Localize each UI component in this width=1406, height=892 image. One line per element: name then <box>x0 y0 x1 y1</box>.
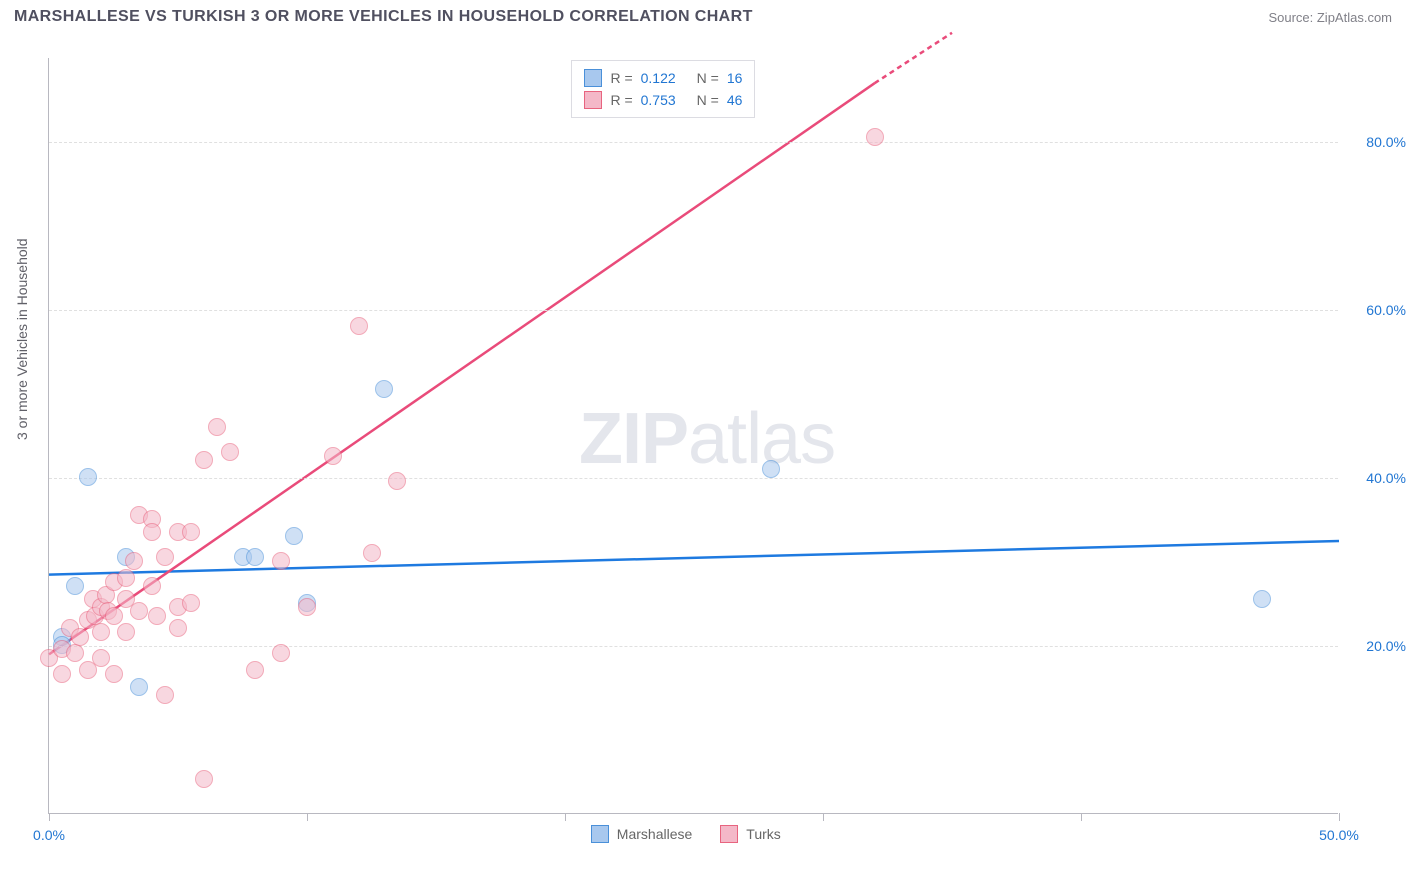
r-label: R = <box>610 67 632 89</box>
data-point <box>117 569 135 587</box>
data-point <box>324 447 342 465</box>
data-point <box>182 594 200 612</box>
x-tick <box>1081 813 1082 821</box>
data-point <box>143 577 161 595</box>
data-point <box>272 552 290 570</box>
data-point <box>156 686 174 704</box>
r-value: 0.753 <box>641 89 689 111</box>
data-point <box>195 770 213 788</box>
data-point <box>298 598 316 616</box>
series-label: Marshallese <box>617 826 692 842</box>
watermark: ZIPatlas <box>579 398 835 480</box>
r-label: R = <box>610 89 632 111</box>
data-point <box>66 644 84 662</box>
data-point <box>143 523 161 541</box>
y-axis-title: 3 or more Vehicles in Household <box>14 238 30 440</box>
r-value: 0.122 <box>641 67 689 89</box>
x-tick <box>823 813 824 821</box>
series-label: Turks <box>746 826 780 842</box>
trend-lines <box>49 58 1338 813</box>
data-point <box>1253 590 1271 608</box>
y-tick-label: 20.0% <box>1346 638 1406 654</box>
scatter-chart: ZIPatlas 20.0%40.0%60.0%80.0%0.0%50.0%R … <box>48 58 1338 814</box>
data-point <box>246 661 264 679</box>
grid-line <box>49 310 1338 311</box>
data-point <box>272 644 290 662</box>
data-point <box>363 544 381 562</box>
grid-line <box>49 478 1338 479</box>
data-point <box>148 607 166 625</box>
data-point <box>66 577 84 595</box>
data-point <box>182 523 200 541</box>
n-value: 46 <box>727 89 743 111</box>
stats-legend-row: R = 0.753 N = 46 <box>584 89 742 111</box>
data-point <box>350 317 368 335</box>
header: MARSHALLESE VS TURKISH 3 OR MORE VEHICLE… <box>0 0 1406 32</box>
data-point <box>156 548 174 566</box>
data-point <box>195 451 213 469</box>
x-tick <box>307 813 308 821</box>
grid-line <box>49 646 1338 647</box>
x-tick-label: 0.0% <box>33 827 65 843</box>
chart-title: MARSHALLESE VS TURKISH 3 OR MORE VEHICLE… <box>14 8 753 26</box>
watermark-part1: ZIP <box>579 399 688 479</box>
data-point <box>246 548 264 566</box>
data-point <box>92 649 110 667</box>
series-legend-item: Turks <box>720 825 780 843</box>
legend-swatch <box>591 825 609 843</box>
x-tick <box>565 813 566 821</box>
x-tick <box>1339 813 1340 821</box>
data-point <box>285 527 303 545</box>
legend-swatch <box>584 69 602 87</box>
data-point <box>79 468 97 486</box>
series-legend-item: Marshallese <box>591 825 692 843</box>
n-label: N = <box>697 89 719 111</box>
data-point <box>125 552 143 570</box>
data-point <box>208 418 226 436</box>
legend-swatch <box>584 91 602 109</box>
data-point <box>130 602 148 620</box>
x-tick <box>49 813 50 821</box>
data-point <box>130 678 148 696</box>
y-tick-label: 80.0% <box>1346 134 1406 150</box>
n-label: N = <box>697 67 719 89</box>
data-point <box>92 623 110 641</box>
data-point <box>53 665 71 683</box>
y-tick-label: 40.0% <box>1346 470 1406 486</box>
data-point <box>221 443 239 461</box>
data-point <box>866 128 884 146</box>
data-point <box>71 628 89 646</box>
n-value: 16 <box>727 67 743 89</box>
source-attribution: Source: ZipAtlas.com <box>1268 10 1392 25</box>
data-point <box>375 380 393 398</box>
data-point <box>169 619 187 637</box>
data-point <box>117 623 135 641</box>
data-point <box>105 607 123 625</box>
stats-legend: R = 0.122 N = 16 R = 0.753 N = 46 <box>571 60 755 118</box>
stats-legend-row: R = 0.122 N = 16 <box>584 67 742 89</box>
x-tick-label: 50.0% <box>1319 827 1359 843</box>
series-legend: Marshallese Turks <box>591 825 781 843</box>
y-tick-label: 60.0% <box>1346 302 1406 318</box>
legend-swatch <box>720 825 738 843</box>
data-point <box>388 472 406 490</box>
data-point <box>105 665 123 683</box>
grid-line <box>49 142 1338 143</box>
data-point <box>762 460 780 478</box>
